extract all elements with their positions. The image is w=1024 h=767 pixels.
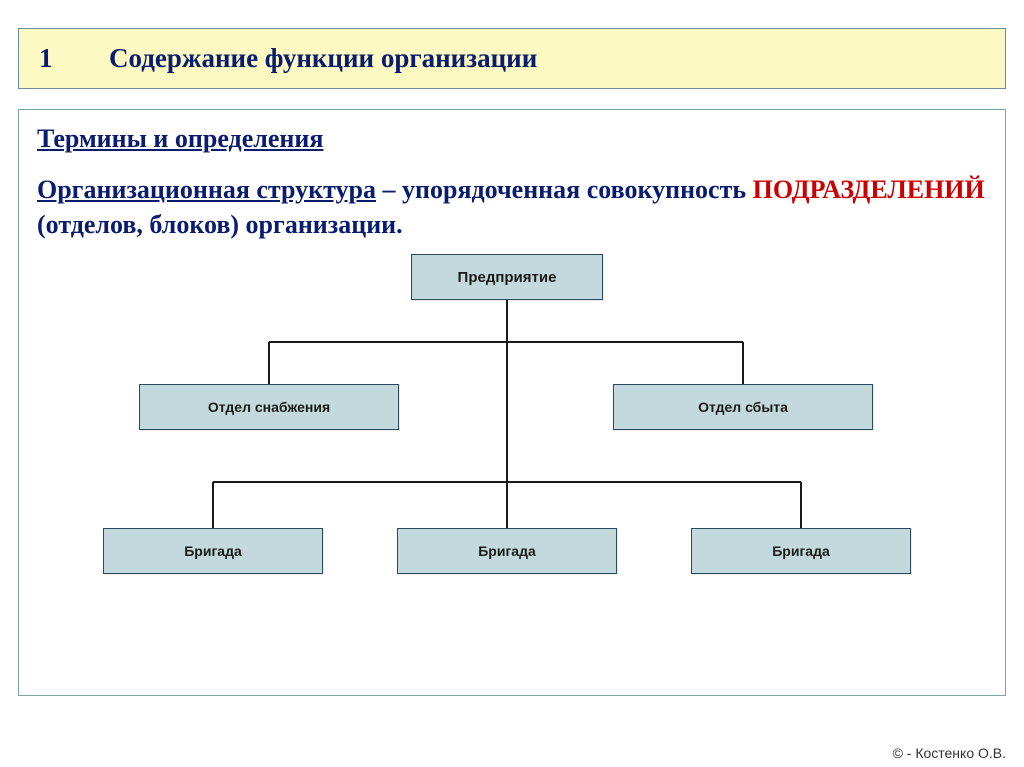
footer-credit: © - Костенко О.В. — [893, 745, 1006, 761]
definition-paragraph: Организационная структура – упорядоченна… — [37, 172, 987, 242]
org-chart: Предприятие Отдел снабжения Отдел сбыта Бри… — [37, 248, 977, 588]
org-node-brig3: Бригада — [691, 528, 911, 574]
title-bar: 1 Содержание функции организации — [18, 28, 1006, 89]
content-box: Термины и определения Организационная ст… — [18, 109, 1006, 696]
definition-text-1: – упорядоченная совокупность — [376, 175, 753, 204]
org-node-brig2: Бригада — [397, 528, 617, 574]
org-node-dept2: Отдел сбыта — [613, 384, 873, 430]
definition-text-2: (отделов, блоков) организации. — [37, 210, 403, 239]
slide: 1 Содержание функции организации Термины… — [0, 0, 1024, 767]
org-node-brig1: Бригада — [103, 528, 323, 574]
terms-heading: Термины и определения — [37, 124, 987, 154]
title-bar-inner: 1 Содержание функции организации — [39, 43, 985, 74]
definition-term: Организационная структура — [37, 175, 376, 204]
title-text: Содержание функции организации — [109, 43, 537, 74]
org-node-root: Предприятие — [411, 254, 603, 300]
definition-highlight: ПОДРАЗДЕЛЕНИЙ — [753, 175, 985, 204]
title-number: 1 — [39, 43, 109, 74]
org-node-dept1: Отдел снабжения — [139, 384, 399, 430]
